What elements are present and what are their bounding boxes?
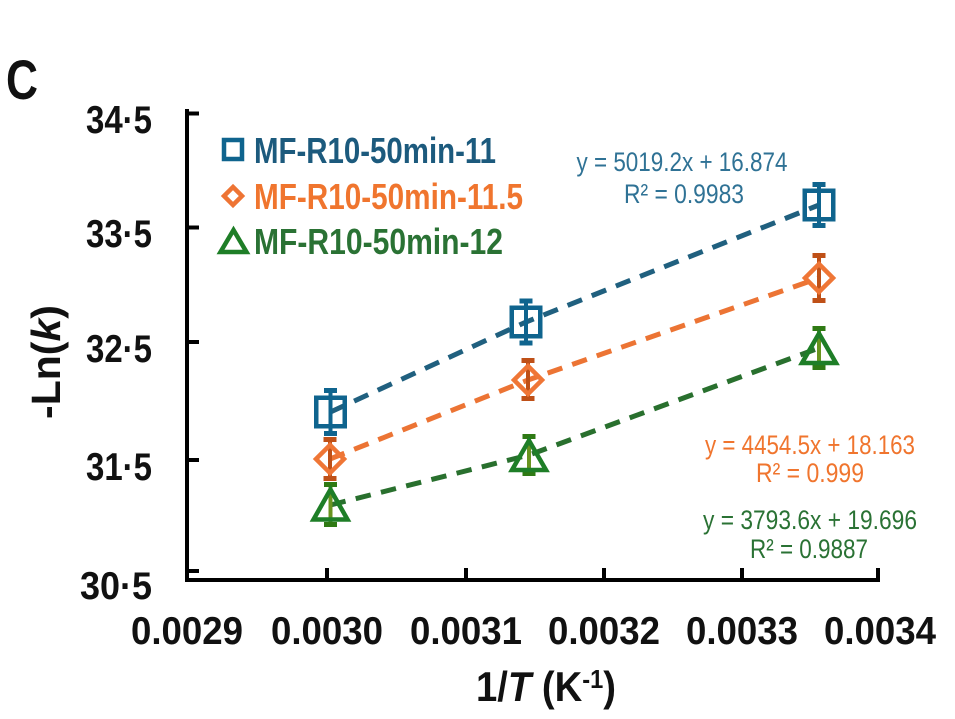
svg-text:R² = 0.999: R² = 0.999 bbox=[756, 458, 864, 488]
svg-text:0.0033: 0.0033 bbox=[686, 610, 798, 653]
svg-text:30·5: 30·5 bbox=[80, 565, 152, 608]
svg-text:MF-R10-50min-12: MF-R10-50min-12 bbox=[254, 221, 503, 262]
svg-text:MF-R10-50min-11: MF-R10-50min-11 bbox=[254, 130, 496, 171]
svg-text:-Ln(k): -Ln(k) bbox=[23, 305, 69, 419]
svg-text:32·5: 32·5 bbox=[86, 328, 152, 371]
svg-text:33·5: 33·5 bbox=[86, 213, 152, 256]
svg-text:C: C bbox=[6, 48, 38, 111]
svg-text:0.0030: 0.0030 bbox=[271, 610, 383, 653]
svg-text:y = 3793.6x + 19.696: y = 3793.6x + 19.696 bbox=[703, 505, 917, 535]
svg-text:0.0031: 0.0031 bbox=[410, 610, 522, 653]
svg-text:0.0034: 0.0034 bbox=[824, 610, 936, 653]
svg-text:0.0032: 0.0032 bbox=[548, 610, 660, 653]
svg-text:MF-R10-50min-11.5: MF-R10-50min-11.5 bbox=[254, 176, 523, 217]
svg-text:1/T (K-1): 1/T (K-1) bbox=[476, 663, 616, 710]
svg-text:R² = 0.9983: R² = 0.9983 bbox=[624, 179, 744, 209]
svg-text:34·5: 34·5 bbox=[86, 99, 152, 142]
svg-text:y = 5019.2x + 16.874: y = 5019.2x + 16.874 bbox=[577, 147, 788, 177]
svg-text:31·5: 31·5 bbox=[86, 446, 152, 489]
svg-text:0.0029: 0.0029 bbox=[131, 610, 243, 653]
svg-text:y = 4454.5x + 18.163: y = 4454.5x + 18.163 bbox=[705, 430, 915, 460]
svg-text:R² = 0.9887: R² = 0.9887 bbox=[750, 534, 868, 564]
